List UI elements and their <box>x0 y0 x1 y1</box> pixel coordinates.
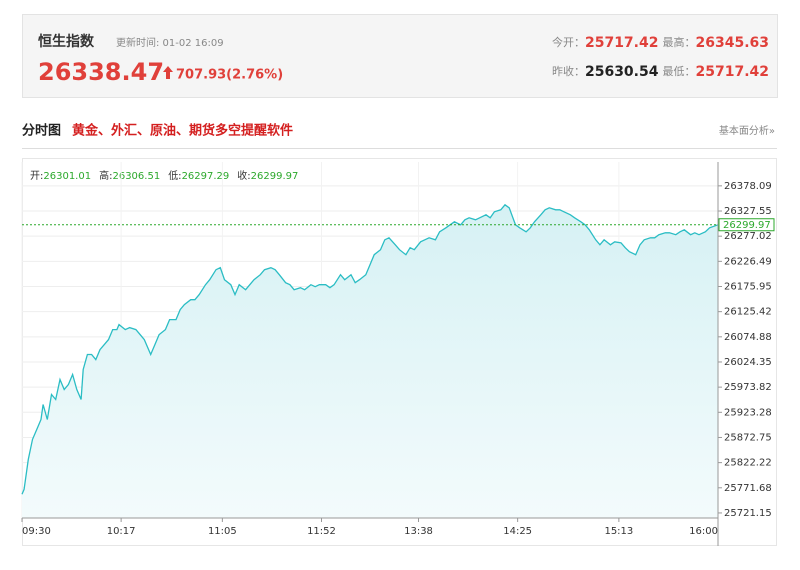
x-tick-label: 14:25 <box>503 526 532 537</box>
stats-row-2: 昨收：25630.54 最低：25717.42 <box>552 64 769 80</box>
section-title: 分时图 <box>22 123 61 139</box>
stat-label: 昨收： <box>552 64 585 78</box>
current-price-label: 26299.97 <box>723 220 771 231</box>
info-value: 26297.29 <box>182 171 230 182</box>
change: 707.93(2.76%) <box>176 68 283 83</box>
fundamental-link[interactable]: 基本面分析» <box>719 124 775 137</box>
y-tick-label: 25822.22 <box>724 458 772 469</box>
y-tick-label: 25872.75 <box>724 432 772 443</box>
stats-row-1: 今开：25717.42 最高：26345.63 <box>552 35 769 51</box>
y-tick-label: 25721.15 <box>724 508 772 519</box>
stat-value: 25630.54 <box>585 64 659 80</box>
info-label: 开: <box>30 171 43 182</box>
price: 26338.47 <box>38 58 164 86</box>
info-label: 高: <box>99 169 112 182</box>
y-tick-label: 26327.55 <box>724 206 772 217</box>
y-tick-label: 26277.02 <box>724 231 772 242</box>
y-tick-label: 25923.28 <box>724 407 772 418</box>
y-tick-label: 25771.68 <box>724 483 772 494</box>
x-tick-label: 13:38 <box>404 526 433 537</box>
header-box <box>22 14 778 98</box>
current-price-tag <box>718 218 775 232</box>
y-tick-label: 26175.95 <box>724 282 772 293</box>
stat-label: 今开： <box>552 35 585 49</box>
index-title: 恒生指数 <box>38 33 95 50</box>
x-tick-label: 10:17 <box>107 526 136 537</box>
info-value: 26299.97 <box>251 171 299 182</box>
y-tick-label: 26226.49 <box>724 256 772 267</box>
stat-label: 最低： <box>662 65 695 78</box>
info-value: 26306.51 <box>112 171 160 182</box>
stat-label: 最高： <box>662 35 695 49</box>
ohlc-info: 开:26301.01 高:26306.51 低:26297.29 收:26299.97 <box>30 169 298 182</box>
x-tick-label: 11:05 <box>208 526 237 537</box>
y-tick-label: 26378.09 <box>724 181 772 192</box>
x-tick-label: 15:13 <box>604 526 633 537</box>
area-fill <box>22 204 718 519</box>
x-tick-label: 16:00 <box>689 526 718 537</box>
y-tick-label: 26125.42 <box>724 307 772 318</box>
stat-value: 25717.42 <box>585 35 659 51</box>
up-arrow <box>163 66 173 79</box>
promo-link[interactable]: 黄金、外汇、原油、期货多空提醒软件 <box>72 123 293 139</box>
update-time: 更新时间: 01-02 16:09 <box>116 36 224 49</box>
price-line <box>21 203 719 495</box>
stat-value: 26345.63 <box>695 35 769 51</box>
x-tick-label: 09:30 <box>22 526 51 537</box>
y-tick-label: 26074.88 <box>724 332 772 343</box>
stat-value: 25717.42 <box>695 64 769 80</box>
plot: 25721.15 25771.68 25822.22 25872.75 25923.28… <box>21 162 775 546</box>
info-value: 26301.01 <box>43 171 91 182</box>
info-label: 收: <box>237 169 250 182</box>
info-label: 低: <box>168 169 181 182</box>
y-tick-label: 26024.35 <box>724 357 772 368</box>
y-tick-label: 25973.82 <box>724 382 772 393</box>
x-tick-label: 11:52 <box>307 526 336 537</box>
